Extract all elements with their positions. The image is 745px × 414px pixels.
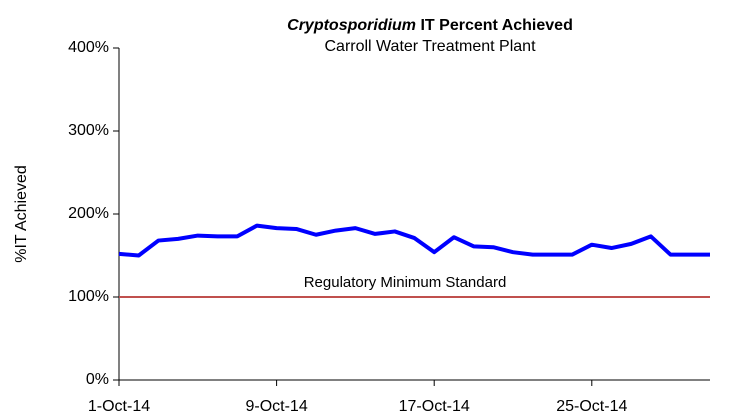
y-axis-label: %IT Achieved [13, 165, 30, 263]
x-tick-label: 17-Oct-14 [399, 398, 470, 414]
y-tick-label: 100% [68, 288, 109, 305]
x-tick-label: 25-Oct-14 [556, 398, 627, 414]
reference-label: Regulatory Minimum Standard [304, 274, 507, 291]
x-tick-label: 1-Oct-14 [88, 398, 150, 414]
title-rest: IT Percent Achieved [420, 17, 572, 34]
chart-title: Cryptosporidium IT Percent Achieved [287, 17, 573, 34]
y-tick-label: 300% [68, 122, 109, 139]
y-tick-label: 400% [68, 39, 109, 56]
y-tick-label: 200% [68, 205, 109, 222]
data-line [118, 223, 710, 258]
chart-subtitle: Carroll Water Treatment Plant [324, 38, 536, 55]
title-italic: Cryptosporidium [287, 17, 416, 34]
x-tick-label: 9-Oct-14 [245, 398, 307, 414]
y-tick-label: 0% [86, 371, 109, 388]
